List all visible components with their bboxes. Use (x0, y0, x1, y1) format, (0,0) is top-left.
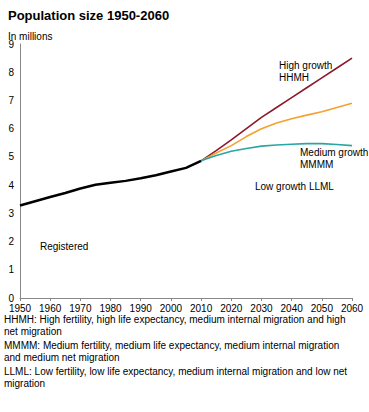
svg-text:2000: 2000 (160, 303, 183, 314)
svg-text:and medium net migration: and medium net migration (4, 352, 120, 363)
svg-text:migration: migration (4, 378, 45, 389)
svg-text:Low growth LLML: Low growth LLML (255, 181, 334, 192)
svg-text:2010: 2010 (190, 303, 213, 314)
svg-text:In millions: In millions (8, 31, 52, 42)
svg-text:1: 1 (8, 264, 14, 275)
svg-text:1980: 1980 (99, 303, 122, 314)
svg-text:MMMM: MMMM (300, 159, 333, 170)
svg-text:HHMH: HHMH (279, 72, 309, 83)
svg-text:6: 6 (8, 123, 14, 134)
svg-text:2020: 2020 (220, 303, 243, 314)
svg-text:1950: 1950 (9, 303, 32, 314)
svg-text:2050: 2050 (311, 303, 334, 314)
svg-text:2040: 2040 (281, 303, 304, 314)
svg-text:1960: 1960 (39, 303, 62, 314)
svg-text:Population size 1950-2060: Population size 1950-2060 (8, 8, 169, 23)
svg-text:0: 0 (8, 292, 14, 304)
svg-text:High growth: High growth (279, 60, 332, 71)
svg-text:7: 7 (8, 95, 14, 106)
svg-text:HHMH: High fertility, high lif: HHMH: High fertility, high life expectan… (4, 314, 348, 325)
svg-text:5: 5 (8, 151, 14, 162)
svg-text:Registered: Registered (40, 241, 88, 252)
svg-text:2060: 2060 (341, 303, 364, 314)
svg-text:MMMM: Medium fertility, medium: MMMM: Medium fertility, medium life expe… (4, 340, 342, 351)
svg-text:2030: 2030 (250, 303, 273, 314)
svg-text:Medium growth: Medium growth (300, 147, 368, 158)
svg-text:8: 8 (8, 67, 14, 78)
svg-text:LLML: Low fertility, low life: LLML: Low fertility, low life expectancy… (4, 366, 350, 377)
svg-text:1970: 1970 (69, 303, 92, 314)
svg-text:1990: 1990 (130, 303, 153, 314)
svg-text:9: 9 (8, 38, 14, 50)
svg-text:2: 2 (8, 236, 14, 247)
svg-text:4: 4 (8, 180, 14, 191)
svg-text:net migration: net migration (4, 326, 62, 337)
svg-text:3: 3 (8, 208, 14, 219)
